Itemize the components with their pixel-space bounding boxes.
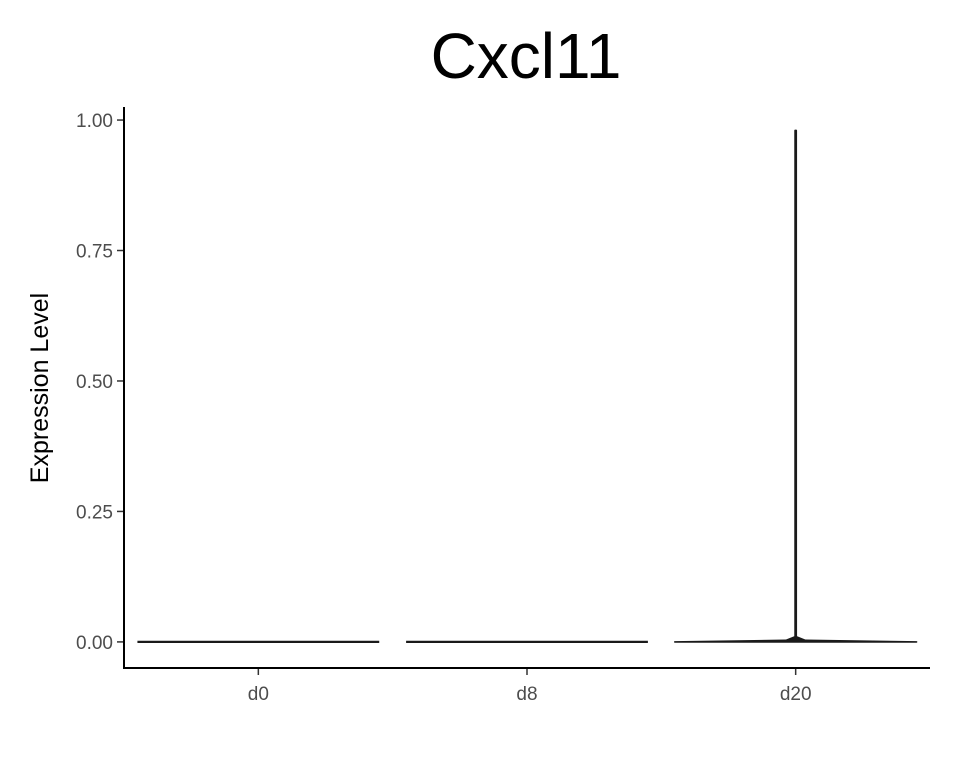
y-axis-title: Expression Level: [26, 293, 54, 483]
y-tick-label: 1.00: [76, 111, 113, 132]
y-tick-label: 0.50: [76, 372, 113, 393]
x-tick-label: d8: [516, 684, 537, 705]
chart-title: Cxcl11: [431, 20, 622, 92]
violins-group: [137, 129, 918, 644]
y-axis-ticks: 0.00 0.25 0.50 0.75 1.00: [76, 111, 124, 654]
violin-d20: [673, 129, 918, 643]
x-tick-label: d0: [248, 684, 269, 705]
y-tick-label: 0.75: [76, 242, 113, 263]
y-tick-label: 0.00: [76, 633, 113, 654]
y-tick-label: 0.25: [76, 502, 113, 523]
x-tick-label: d20: [780, 684, 812, 705]
x-axis-ticks: d0 d8 d20: [248, 668, 812, 705]
